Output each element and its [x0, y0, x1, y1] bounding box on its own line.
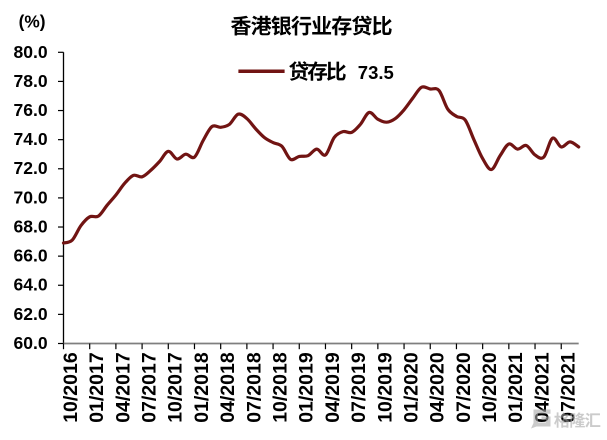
svg-text:01/2020: 01/2020 — [400, 352, 422, 423]
svg-text:01/2017: 01/2017 — [86, 352, 108, 423]
svg-text:04/2018: 04/2018 — [217, 352, 239, 423]
svg-text:72.0: 72.0 — [14, 158, 48, 178]
svg-text:80.0: 80.0 — [14, 42, 48, 62]
svg-text:07/2019: 07/2019 — [348, 352, 370, 423]
svg-text:10/2019: 10/2019 — [374, 352, 396, 423]
svg-text:74.0: 74.0 — [14, 129, 48, 149]
svg-text:78.0: 78.0 — [14, 71, 48, 91]
svg-text:04/2021: 04/2021 — [531, 352, 553, 423]
svg-text:(%): (%) — [19, 12, 46, 32]
svg-text:10/2016: 10/2016 — [60, 352, 82, 423]
svg-text:01/2021: 01/2021 — [505, 352, 527, 423]
svg-text:07/2020: 07/2020 — [453, 352, 475, 423]
svg-text:73.5: 73.5 — [358, 62, 394, 83]
svg-text:76.0: 76.0 — [14, 100, 48, 120]
svg-text:04/2019: 04/2019 — [322, 352, 344, 423]
svg-text:07/2017: 07/2017 — [138, 352, 160, 423]
svg-text:04/2020: 04/2020 — [427, 352, 449, 423]
svg-text:01/2019: 01/2019 — [296, 352, 318, 423]
svg-text:70.0: 70.0 — [14, 187, 48, 207]
svg-text:62.0: 62.0 — [14, 304, 48, 324]
svg-text:01/2018: 01/2018 — [191, 352, 213, 423]
svg-text:07/2018: 07/2018 — [243, 352, 265, 423]
svg-text:64.0: 64.0 — [14, 275, 48, 295]
svg-text:66.0: 66.0 — [14, 246, 48, 266]
svg-text:07/2021: 07/2021 — [558, 352, 580, 423]
svg-text:68.0: 68.0 — [14, 216, 48, 236]
svg-text:60.0: 60.0 — [14, 333, 48, 353]
svg-text:10/2018: 10/2018 — [269, 352, 291, 423]
svg-text:10/2020: 10/2020 — [479, 352, 501, 423]
svg-text:10/2017: 10/2017 — [165, 352, 187, 423]
svg-text:04/2017: 04/2017 — [112, 352, 134, 423]
